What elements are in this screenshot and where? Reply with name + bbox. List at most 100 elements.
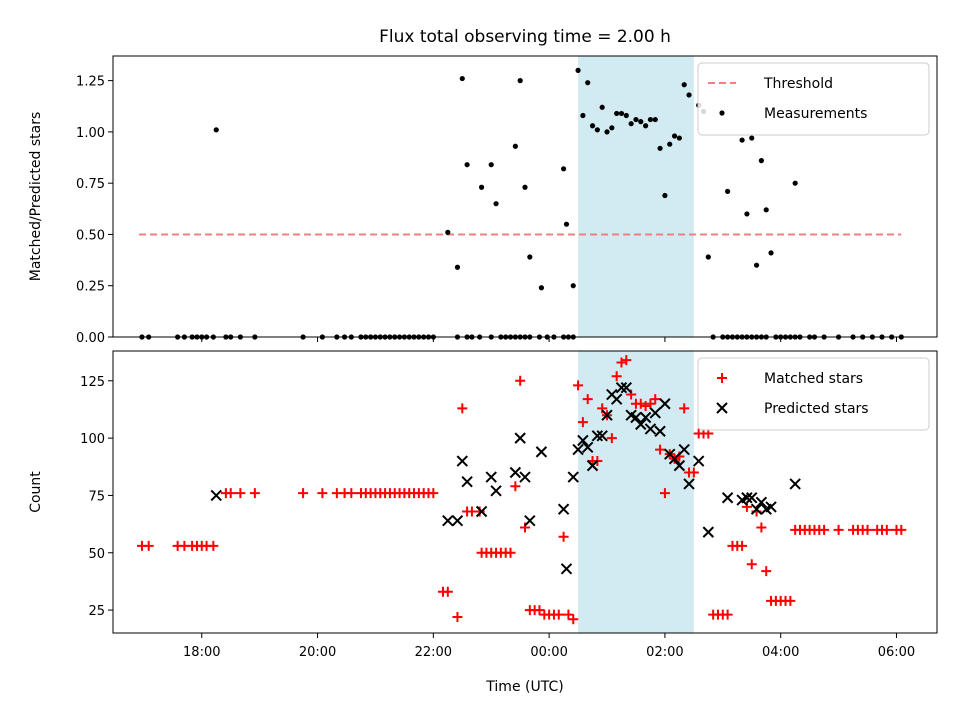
data-point bbox=[630, 411, 642, 424]
data-point bbox=[454, 264, 461, 270]
data-point bbox=[654, 425, 666, 437]
shaded-span bbox=[578, 351, 694, 633]
data-point bbox=[512, 143, 518, 149]
data-point bbox=[623, 112, 629, 119]
data-point bbox=[514, 432, 526, 444]
data-point bbox=[210, 489, 222, 502]
data-point bbox=[572, 443, 584, 456]
x-axis-label: Time (UTC) bbox=[485, 679, 563, 695]
data-point bbox=[317, 488, 328, 499]
data-point bbox=[589, 123, 596, 129]
data-point bbox=[746, 559, 757, 570]
data-point bbox=[235, 488, 246, 499]
data-point bbox=[591, 430, 604, 442]
data-point bbox=[638, 119, 644, 125]
data-point bbox=[493, 201, 499, 207]
series-measurements bbox=[139, 67, 904, 340]
data-point bbox=[753, 262, 760, 268]
data-point bbox=[570, 283, 576, 289]
data-point bbox=[567, 471, 579, 483]
data-point bbox=[741, 492, 753, 504]
data-point bbox=[659, 488, 670, 499]
legend-box bbox=[697, 357, 930, 431]
data-point bbox=[620, 381, 633, 394]
data-point bbox=[673, 459, 686, 472]
data-point bbox=[644, 423, 657, 435]
data-point bbox=[596, 430, 608, 442]
data-point bbox=[652, 116, 658, 123]
data-point bbox=[428, 488, 439, 499]
data-point bbox=[558, 531, 569, 542]
data-point bbox=[143, 540, 154, 551]
legend-marker bbox=[717, 373, 727, 383]
data-point bbox=[225, 488, 236, 499]
data-point bbox=[442, 586, 453, 597]
data-point bbox=[744, 211, 750, 217]
y-tick-label: 125 bbox=[80, 375, 105, 390]
data-point bbox=[535, 446, 548, 458]
data-point bbox=[524, 514, 536, 527]
data-point bbox=[585, 80, 591, 86]
data-point bbox=[785, 595, 796, 606]
legend-marker bbox=[716, 402, 728, 414]
data-point bbox=[249, 488, 260, 499]
data-point bbox=[478, 184, 485, 190]
data-point bbox=[582, 441, 594, 454]
data-point bbox=[459, 75, 465, 82]
x-tick-label: 04:00 bbox=[762, 645, 799, 660]
data-point bbox=[213, 127, 219, 133]
data-point bbox=[604, 129, 610, 135]
data-point bbox=[721, 492, 734, 504]
data-point bbox=[678, 443, 690, 456]
data-point bbox=[611, 371, 622, 382]
legend-label: Matched stars bbox=[764, 371, 863, 387]
data-point bbox=[601, 409, 613, 421]
series-matched-stars bbox=[136, 355, 907, 625]
data-point bbox=[208, 540, 219, 551]
data-point bbox=[681, 82, 687, 88]
y-tick-label: 75 bbox=[88, 489, 105, 504]
data-point bbox=[739, 137, 745, 143]
data-point bbox=[621, 355, 632, 366]
data-point bbox=[765, 501, 777, 513]
data-point bbox=[692, 455, 705, 467]
data-point bbox=[577, 417, 588, 428]
data-point bbox=[445, 229, 451, 235]
data-point bbox=[520, 522, 530, 533]
legend: Matched stars Predicted stars bbox=[697, 357, 930, 431]
y-tick-label: 100 bbox=[80, 432, 105, 447]
y-tick-label: 25 bbox=[88, 604, 105, 619]
data-point bbox=[563, 609, 574, 620]
data-point bbox=[833, 524, 844, 535]
y-tick-label: 0.50 bbox=[76, 228, 105, 243]
x-tick-label: 18:00 bbox=[183, 645, 220, 660]
data-point bbox=[517, 78, 523, 84]
data-point bbox=[749, 135, 755, 141]
data-point bbox=[686, 92, 692, 98]
y-tick-label: 1.25 bbox=[76, 75, 105, 90]
x-tick-label: 22:00 bbox=[415, 645, 452, 660]
data-point bbox=[896, 524, 907, 535]
data-point bbox=[557, 503, 570, 515]
data-point bbox=[568, 614, 579, 625]
data-point bbox=[668, 453, 681, 465]
data-point bbox=[577, 434, 589, 447]
y-tick-label: 1.00 bbox=[76, 126, 105, 141]
data-point bbox=[737, 540, 748, 551]
shaded-span bbox=[578, 56, 694, 337]
data-point bbox=[679, 403, 690, 414]
data-point bbox=[456, 455, 468, 467]
x-tick-label: 06:00 bbox=[878, 645, 915, 660]
data-point bbox=[643, 123, 649, 129]
data-point bbox=[758, 158, 764, 164]
x-tick-label: 02:00 bbox=[646, 645, 683, 660]
bottom-panel: 25 50 75 100 125 18:00 20:00 22:00 00:00 02:00 04:… bbox=[28, 350, 938, 695]
y-tick-label: 0.00 bbox=[76, 331, 105, 346]
data-point bbox=[705, 254, 711, 260]
y-tick-label: 50 bbox=[88, 547, 105, 562]
data-point bbox=[763, 207, 769, 213]
data-point bbox=[789, 478, 801, 490]
data-point bbox=[560, 166, 567, 172]
data-point bbox=[756, 522, 767, 533]
data-point bbox=[659, 398, 671, 410]
